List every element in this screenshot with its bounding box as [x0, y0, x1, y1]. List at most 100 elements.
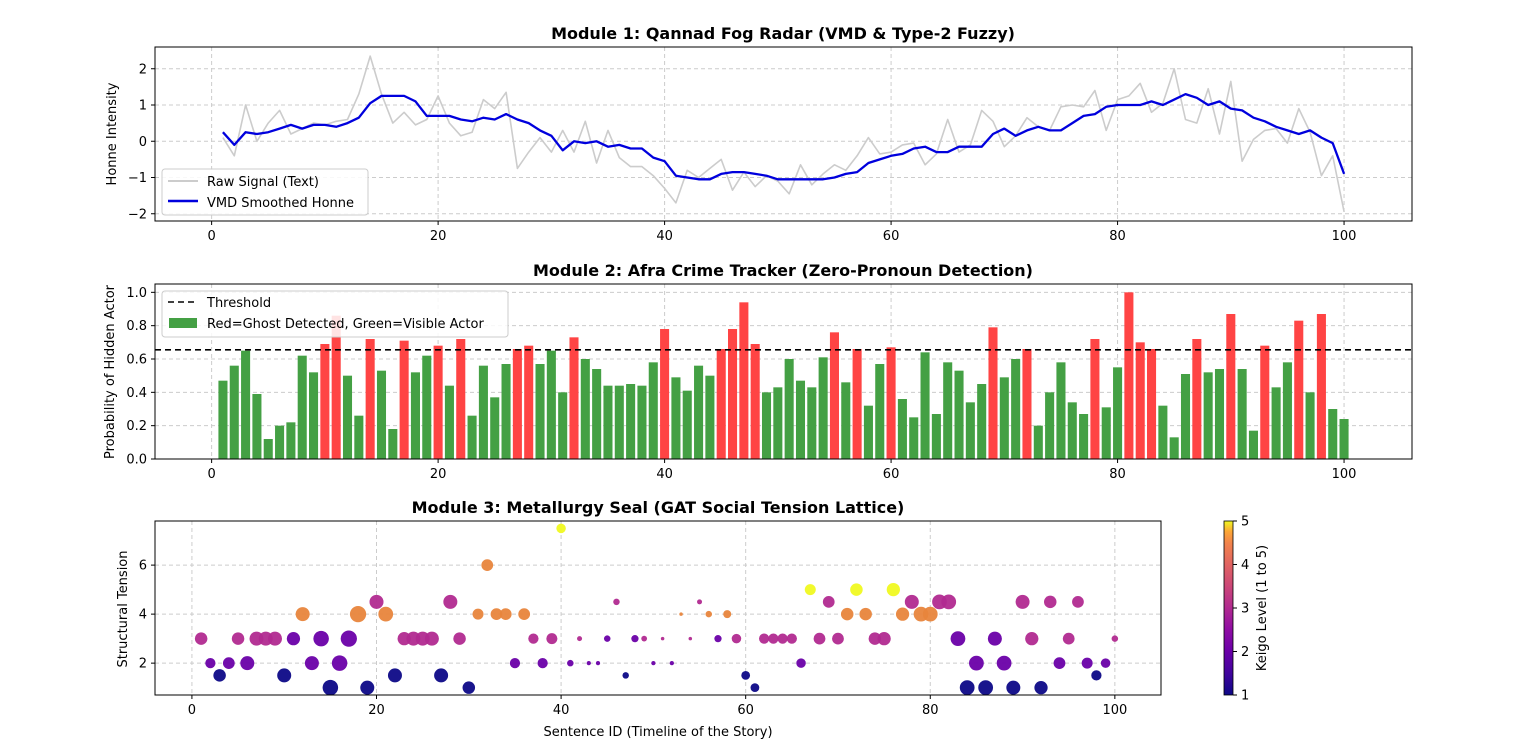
bar — [1294, 320, 1304, 459]
module3-ytick-label: 2 — [139, 657, 147, 672]
scatter-point — [424, 631, 439, 646]
bar — [728, 329, 738, 459]
legend-label-bars: Red=Ghost Detected, Green=Visible Actor — [207, 317, 484, 332]
bar — [263, 439, 273, 459]
bar — [875, 364, 885, 459]
scatter-point — [313, 630, 329, 647]
bar — [750, 344, 760, 459]
colorbar-ticks: 1 2 3 4 5 — [1233, 515, 1249, 704]
legend-label-threshold: Threshold — [206, 296, 271, 311]
scatter-point — [222, 657, 235, 670]
module2-ylabel: Probability of Hidden Actor — [103, 284, 118, 459]
bar — [943, 362, 953, 459]
scatter-point — [613, 598, 620, 606]
bar — [886, 347, 896, 459]
module1-ylabel: Honne Intensity — [105, 82, 120, 185]
module2-legend: Threshold Red=Ghost Detected, Green=Visi… — [161, 290, 509, 338]
bar — [999, 377, 1009, 459]
module3-xtick-label: 60 — [737, 703, 754, 718]
scatter-point — [1053, 657, 1066, 670]
scatter-point — [567, 659, 574, 667]
module2-legend-box — [161, 290, 509, 338]
scatter-point — [556, 523, 566, 534]
bar — [1328, 409, 1338, 459]
bar — [1203, 372, 1213, 459]
module3-title: Module 3: Metallurgy Seal (GAT Social Te… — [412, 498, 905, 517]
bar — [399, 340, 409, 459]
bar — [682, 390, 692, 459]
bar — [648, 362, 658, 459]
bar — [660, 329, 670, 459]
scatter-point — [434, 668, 449, 683]
scatter-point — [804, 584, 816, 596]
bar — [580, 359, 590, 459]
scatter-point — [1025, 632, 1039, 646]
module1-ytick-label: 0 — [139, 135, 147, 150]
module3-xlabel: Sentence ID (Timeline of the Story) — [543, 725, 772, 740]
bar — [1214, 369, 1225, 459]
bar — [1192, 339, 1202, 459]
bar — [1124, 292, 1134, 459]
module3-scatter-chart: Module 3: Metallurgy Seal (GAT Social Te… — [116, 498, 1270, 740]
scatter-point — [304, 656, 319, 671]
scatter-point — [996, 655, 1012, 671]
legend-swatch-bars — [169, 318, 197, 328]
scatter-point — [723, 610, 732, 619]
scatter-point — [941, 594, 957, 610]
bar — [829, 332, 839, 459]
scatter-point — [499, 608, 512, 621]
scatter-point — [443, 594, 458, 609]
module2-bars — [218, 292, 1349, 459]
raw-signal-line — [222, 55, 1345, 213]
module1-legend-box — [161, 168, 369, 216]
module1-xtick-label: 60 — [883, 229, 900, 244]
scatter-point — [595, 661, 601, 666]
scatter-point — [472, 608, 484, 620]
scatter-point — [922, 606, 938, 622]
scatter-point — [349, 606, 367, 623]
module1-xtick-label: 0 — [207, 229, 215, 244]
scatter-point — [731, 633, 742, 644]
scatter-point — [286, 632, 301, 646]
scatter-point — [194, 632, 208, 645]
scatter-point — [750, 683, 760, 693]
module1-ytick-label: 2 — [139, 62, 147, 77]
bar — [331, 315, 341, 459]
bar — [558, 392, 568, 459]
scatter-point — [231, 632, 245, 645]
colorbar-tick-label: 2 — [1241, 645, 1249, 660]
bar — [1248, 430, 1258, 459]
module3-ticks: 0 20 40 60 80 100 2 4 6 — [139, 559, 1128, 718]
bar — [694, 365, 704, 459]
scatter-point — [697, 599, 703, 605]
bar — [535, 364, 545, 459]
module1-series — [222, 55, 1346, 213]
bar — [1260, 345, 1270, 459]
module1-xtick-label: 40 — [656, 229, 673, 244]
bar — [1237, 369, 1247, 459]
scatter-point — [462, 681, 476, 694]
bar — [342, 375, 353, 459]
bar — [376, 370, 387, 459]
scatter-point — [759, 633, 770, 644]
scatter-point — [688, 636, 693, 641]
scatter-point — [651, 661, 656, 666]
scatter-point — [603, 635, 611, 642]
module1-ytick-label: −1 — [128, 171, 147, 186]
bar — [920, 352, 930, 459]
module3-ylabel: Structural Tension — [116, 550, 131, 667]
colorbar-tick-label: 4 — [1241, 558, 1249, 573]
bar — [761, 392, 772, 459]
scatter-point — [546, 633, 558, 645]
scatter-point — [295, 607, 310, 622]
bar — [490, 397, 500, 459]
scatter-point — [859, 607, 872, 621]
module1-ytick-label: 1 — [139, 99, 147, 114]
module3-xtick-label: 20 — [368, 703, 385, 718]
scatter-point — [277, 668, 292, 683]
scatter-point — [1062, 632, 1075, 645]
module1-axes-frame — [154, 46, 1413, 222]
scatter-point — [331, 655, 348, 671]
module1-ytick-label: −2 — [128, 207, 147, 222]
bar — [320, 344, 330, 459]
